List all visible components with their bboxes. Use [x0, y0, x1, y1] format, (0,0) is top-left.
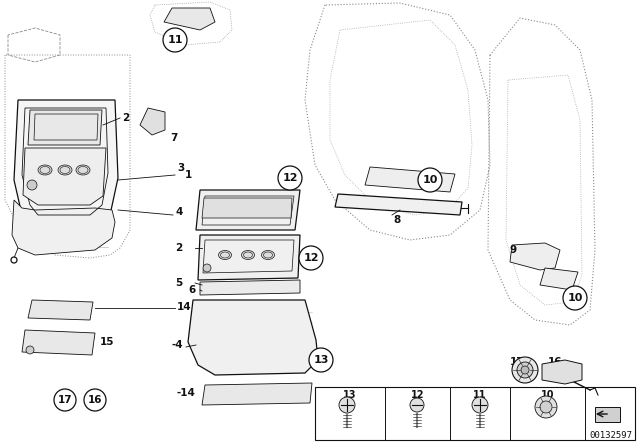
Polygon shape	[14, 100, 118, 228]
Text: 6: 6	[189, 285, 196, 295]
Ellipse shape	[262, 250, 275, 259]
Circle shape	[203, 264, 211, 272]
Circle shape	[27, 180, 37, 190]
Circle shape	[54, 389, 76, 411]
Circle shape	[521, 366, 529, 374]
Circle shape	[535, 396, 557, 418]
Polygon shape	[542, 360, 582, 384]
Text: -14: -14	[176, 388, 195, 398]
Polygon shape	[164, 8, 215, 30]
Ellipse shape	[76, 165, 90, 175]
Ellipse shape	[58, 165, 72, 175]
Text: 12: 12	[282, 173, 298, 183]
Circle shape	[410, 398, 424, 412]
Text: 17: 17	[58, 395, 72, 405]
Text: 13: 13	[314, 355, 329, 365]
Text: 1: 1	[185, 170, 192, 180]
Polygon shape	[335, 194, 462, 215]
Text: 8: 8	[393, 215, 400, 225]
Polygon shape	[202, 383, 312, 405]
Circle shape	[517, 362, 533, 378]
Polygon shape	[28, 110, 102, 145]
Text: -4: -4	[172, 340, 183, 350]
Polygon shape	[365, 167, 455, 192]
Polygon shape	[140, 108, 165, 135]
Circle shape	[163, 28, 187, 52]
Text: 10: 10	[567, 293, 582, 303]
Polygon shape	[28, 300, 93, 320]
Text: 12: 12	[303, 253, 319, 263]
Polygon shape	[540, 268, 578, 290]
Polygon shape	[12, 200, 115, 255]
Text: 2: 2	[175, 243, 182, 253]
Circle shape	[540, 401, 552, 413]
Circle shape	[26, 346, 34, 354]
Circle shape	[309, 348, 333, 372]
Text: 9: 9	[510, 245, 517, 255]
Circle shape	[278, 166, 302, 190]
Text: 15: 15	[100, 337, 115, 347]
Text: 11: 11	[473, 390, 487, 400]
Text: 00132597: 00132597	[589, 431, 632, 440]
Polygon shape	[23, 148, 106, 205]
Polygon shape	[198, 235, 300, 280]
Circle shape	[418, 168, 442, 192]
Ellipse shape	[38, 165, 52, 175]
Text: 5: 5	[175, 278, 182, 288]
Text: 12: 12	[411, 390, 424, 400]
Text: 14: 14	[177, 302, 191, 312]
Circle shape	[11, 257, 17, 263]
Text: 13: 13	[343, 390, 356, 400]
Text: 17: 17	[510, 357, 525, 367]
Circle shape	[339, 397, 355, 413]
Text: 3: 3	[177, 163, 184, 173]
Text: 2: 2	[122, 113, 129, 123]
Polygon shape	[200, 280, 300, 295]
Text: 7: 7	[170, 133, 177, 143]
Ellipse shape	[241, 250, 255, 259]
Polygon shape	[202, 198, 292, 218]
Text: 10: 10	[422, 175, 438, 185]
Circle shape	[563, 286, 587, 310]
Text: 16: 16	[548, 357, 563, 367]
Polygon shape	[510, 243, 560, 270]
Text: 11: 11	[167, 35, 183, 45]
Ellipse shape	[218, 250, 232, 259]
Circle shape	[299, 246, 323, 270]
Text: 10: 10	[541, 390, 554, 400]
Text: 4: 4	[175, 207, 182, 217]
Polygon shape	[196, 190, 300, 230]
Text: 16: 16	[88, 395, 102, 405]
Polygon shape	[595, 407, 620, 422]
Circle shape	[512, 357, 538, 383]
Circle shape	[472, 397, 488, 413]
Circle shape	[84, 389, 106, 411]
Polygon shape	[22, 330, 95, 355]
Polygon shape	[188, 300, 318, 375]
